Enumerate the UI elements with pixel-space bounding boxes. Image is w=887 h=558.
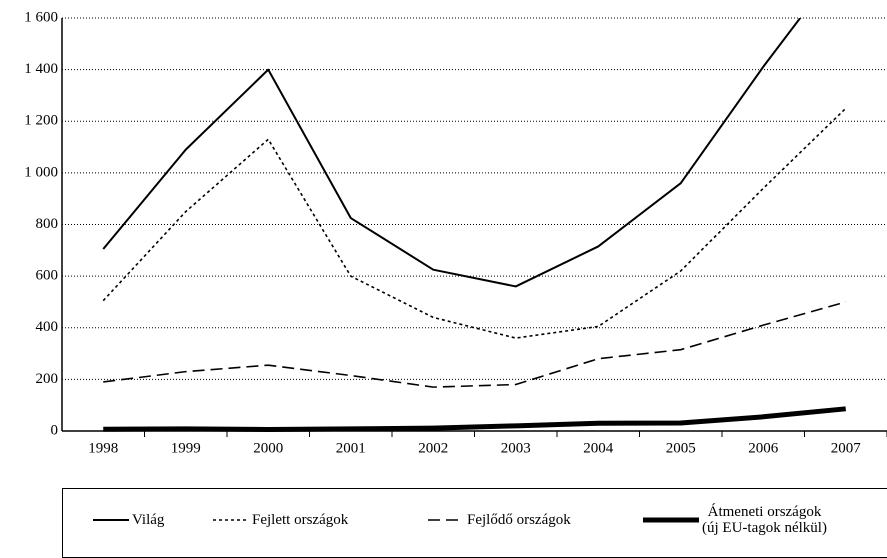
y-tick-label: 800 [36, 216, 59, 232]
x-tick-label: 2000 [253, 440, 283, 456]
legend-label: Fejlődő országok [467, 512, 571, 528]
legend-swatch [93, 519, 129, 521]
x-tick-label: 2004 [583, 440, 614, 456]
x-tick-label: 2005 [666, 440, 696, 456]
legend-swatch [428, 519, 464, 521]
series-line [102, 107, 847, 339]
series-line [102, 18, 802, 288]
y-tick-label: 1 600 [24, 9, 58, 25]
axes: 0 200 400 600 800 1 000 1 200 1 400 1 600 1998 199… [24, 9, 887, 456]
y-tick-label: 600 [36, 268, 59, 284]
x-tick-label: 2002 [418, 440, 448, 456]
y-tick-label: 1 200 [24, 113, 58, 129]
legend-item: Átmeneti országok (új EU-tagok nélkül) [643, 489, 827, 551]
y-tick-label: 200 [36, 371, 59, 387]
legend-label: Világ [132, 512, 165, 528]
x-tick-label: 2001 [336, 440, 366, 456]
y-tick-label: 1 400 [24, 61, 58, 77]
y-tick-label: 1 000 [24, 164, 58, 180]
legend-item: Fejlődő országok [428, 489, 571, 551]
legend-label: Fejlett országok [252, 512, 349, 528]
series-line [103, 301, 846, 388]
legend-label: Átmeneti országok (új EU-tagok nélkül) [702, 504, 827, 536]
x-tick-label: 2006 [748, 440, 779, 456]
chart: 0 200 400 600 800 1 000 1 200 1 400 1 600 1998 199… [24, 9, 887, 456]
legend-swatch [643, 517, 699, 523]
legend-item: Fejlett országok [213, 489, 348, 551]
x-tick-label: 2007 [831, 440, 862, 456]
y-tick-label: 400 [36, 319, 59, 335]
x-tick-label: 2003 [501, 440, 531, 456]
series-line [103, 406, 846, 432]
y-tick-label: 0 [51, 422, 59, 438]
x-tick-label: 1999 [171, 440, 201, 456]
lines [102, 18, 847, 432]
legend-item: Világ [93, 489, 164, 551]
grid [62, 17, 887, 432]
x-tick-label: 1998 [88, 440, 118, 456]
legend: Világ Fejlett országok Fejlődő országok Átm… [62, 488, 887, 558]
legend-swatch [213, 519, 249, 521]
